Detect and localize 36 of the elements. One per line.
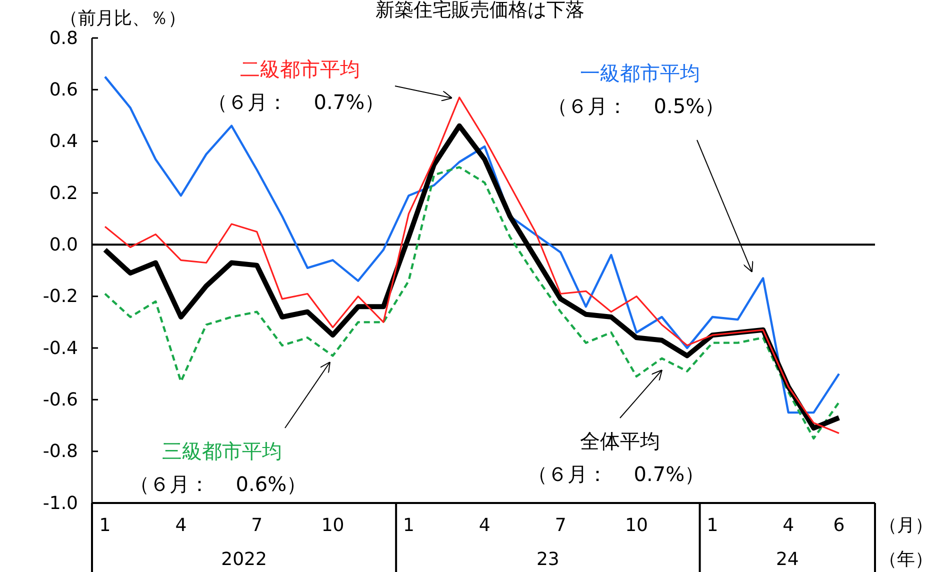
x-tick-label: 1 [403,515,414,536]
x-tick-label: 6 [833,515,845,536]
x-tick-label: 7 [554,515,566,536]
annotation: （６月： 0.7%） [207,90,385,114]
text: 23 [536,549,560,570]
text: 一級都市平均 [580,61,700,85]
y-tick-label: -0.2 [42,286,78,308]
x-tick-label: 4 [175,515,187,536]
x-tick-label: 10 [321,515,344,536]
chart-title: 新築住宅販売価格は下落 [376,0,584,21]
y-tick-label: 0.2 [49,182,78,204]
y-tick-label: -0.4 [42,338,78,359]
y-tick-label: 0.8 [49,28,78,49]
text: （年） [879,549,933,570]
x-tick-label: 1 [99,515,111,536]
x-tick-label: 4 [478,515,490,536]
x-axis-title: （月） [879,515,933,536]
text: 三級都市平均 [162,439,282,463]
y-axis-title: （前月比、％） [60,8,186,29]
y-tick-label: -0.8 [42,441,78,462]
annotation: （６月： 0.5%） [547,94,725,118]
x-tick-label: 4 [782,515,794,536]
y-tick-label: -1.0 [42,492,78,514]
text: 二級都市平均 [240,57,360,81]
text: 2022 [221,549,267,570]
x-tick-label: 1 [706,515,718,536]
y-tick-label: 0.0 [49,234,78,256]
x-tick-label: 10 [625,515,648,536]
legend-label: 全体平均 [580,429,660,453]
annotation: （６月： 0.6%） [129,472,307,496]
text: 24 [776,549,799,570]
y-tick-label: 0.6 [49,79,78,100]
y-tick-label: -0.6 [42,389,78,410]
x-tick-label: 7 [251,515,263,536]
annotation: （６月： 0.7%） [527,462,705,486]
y-tick-label: 0.4 [49,131,78,152]
